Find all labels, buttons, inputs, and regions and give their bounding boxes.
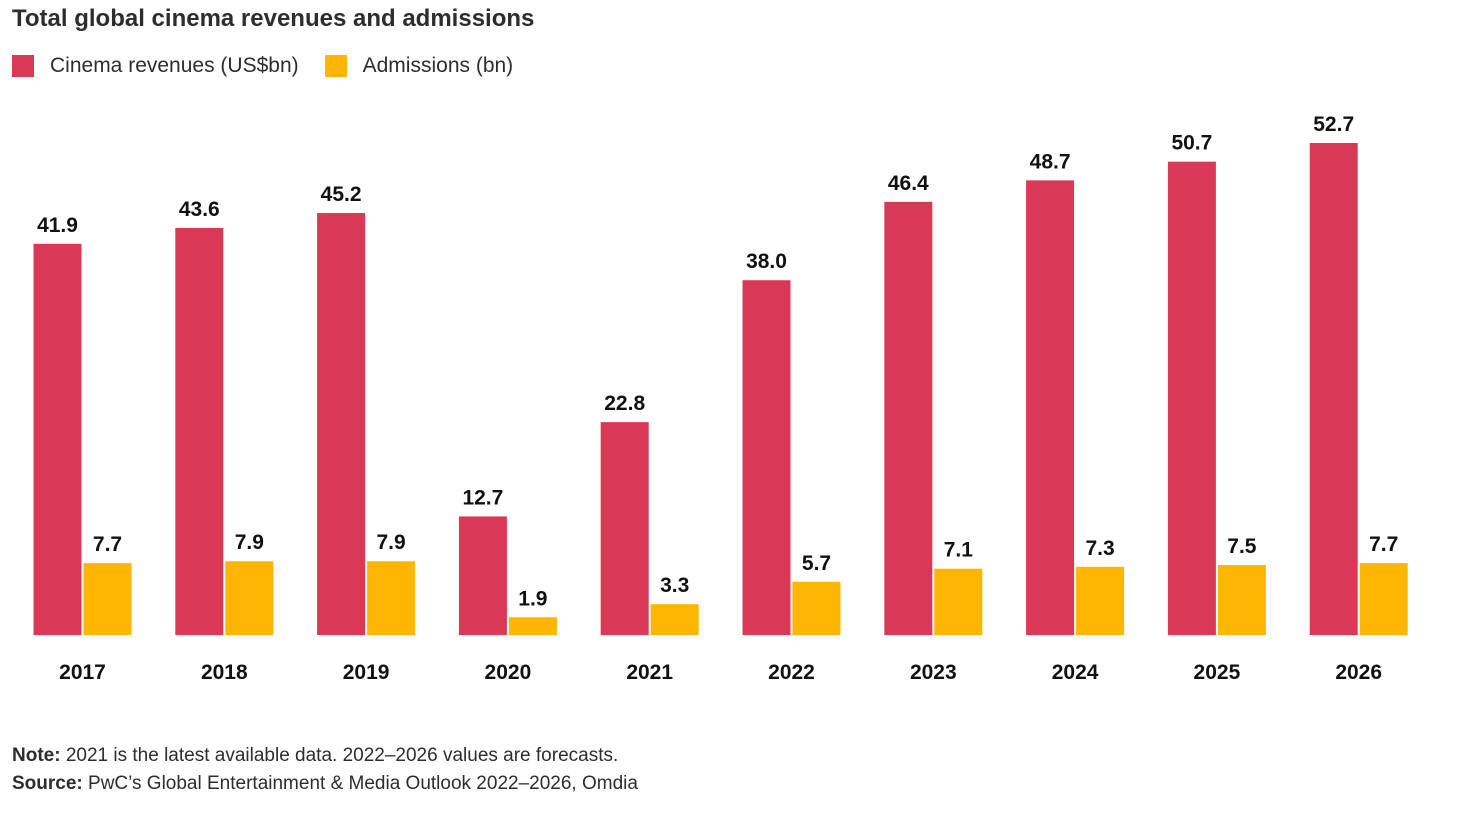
legend-label-admissions: Admissions (bn) [362, 54, 514, 77]
revenue-bar-2019 [317, 213, 366, 635]
revenue-bar-2023 [884, 201, 933, 636]
x-tick-label-2020: 2020 [485, 661, 532, 684]
revenue-label-2020: 12.7 [462, 486, 503, 509]
revenue-bar-2018 [175, 227, 224, 635]
source-label: Source: [12, 773, 83, 794]
admissions-label-2023: 7.1 [944, 539, 974, 562]
admissions-bar-2024 [1076, 566, 1125, 635]
note-label: Note: [12, 745, 61, 766]
legend-label-revenues: Cinema revenues (US$bn) [50, 54, 299, 77]
revenue-bar-2017 [33, 243, 82, 635]
admissions-bar-2017 [83, 563, 132, 635]
source-text: PwC’s Global Entertainment & Media Outlo… [82, 773, 638, 794]
admissions-label-2025: 7.5 [1227, 535, 1257, 558]
admissions-label-2024: 7.3 [1085, 537, 1114, 560]
revenue-bar-2021 [600, 422, 649, 635]
revenue-label-2018: 43.6 [179, 198, 220, 221]
admissions-label-2019: 7.9 [376, 531, 405, 554]
revenue-label-2024: 48.7 [1030, 150, 1071, 173]
x-tick-label-2018: 2018 [201, 661, 248, 684]
admissions-bar-2023 [934, 568, 983, 635]
revenue-label-2017: 41.9 [37, 214, 78, 237]
x-tick-label-2024: 2024 [1052, 661, 1099, 684]
admissions-bar-2021 [650, 604, 699, 635]
revenue-bar-2020 [458, 516, 507, 635]
revenue-bar-2024 [1026, 180, 1075, 636]
x-tick-label-2021: 2021 [626, 661, 673, 684]
x-tick-label-2017: 2017 [59, 661, 106, 684]
legend-item-revenues: Cinema revenues (US$bn) [12, 54, 299, 78]
x-tick-label-2022: 2022 [768, 661, 815, 684]
legend-swatch-admissions [324, 55, 347, 77]
revenue-bar-2025 [1167, 161, 1216, 635]
x-tick-label-2025: 2025 [1194, 661, 1241, 684]
x-tick-label-2019: 2019 [343, 661, 390, 684]
note-line: Note: 2021 is the latest available data.… [12, 742, 638, 770]
legend-swatch-revenues [12, 55, 34, 77]
footnotes: Note: 2021 is the latest available data.… [12, 742, 638, 798]
legend-item-admissions: Admissions (bn) [324, 54, 514, 78]
admissions-label-2017: 7.7 [93, 533, 122, 556]
legend: Cinema revenues (US$bn) Admissions (bn) [12, 54, 539, 78]
revenue-label-2021: 22.8 [604, 392, 645, 415]
revenue-bar-2026 [1309, 143, 1358, 635]
admissions-bar-2020 [508, 617, 557, 635]
chart-title: Total global cinema revenues and admissi… [12, 5, 535, 32]
admissions-bar-2019 [367, 561, 416, 635]
admissions-label-2022: 5.7 [802, 552, 831, 575]
revenue-label-2022: 38.0 [746, 250, 787, 273]
admissions-bar-2026 [1359, 563, 1408, 635]
note-text: 2021 is the latest available data. 2022–… [60, 745, 619, 766]
revenue-label-2026: 52.7 [1313, 113, 1354, 136]
x-tick-label-2026: 2026 [1335, 661, 1382, 684]
admissions-label-2018: 7.9 [235, 531, 264, 554]
admissions-label-2021: 3.3 [660, 574, 689, 597]
admissions-label-2020: 1.9 [518, 587, 547, 610]
bar-chart: 41.9 7.7 2017 43.6 7.9 2018 45.2 7.9 2019 12.7 1.9… [33, 113, 1408, 684]
source-line: Source: PwC’s Global Entertainment & Med… [12, 770, 638, 798]
admissions-bar-2025 [1217, 564, 1266, 635]
revenue-bar-2022 [742, 280, 791, 635]
admissions-bar-2018 [225, 561, 274, 635]
revenue-label-2025: 50.7 [1171, 132, 1212, 155]
admissions-label-2026: 7.7 [1369, 533, 1398, 556]
revenue-label-2019: 45.2 [321, 183, 362, 206]
revenue-label-2023: 46.4 [888, 172, 929, 195]
admissions-bar-2022 [792, 581, 841, 635]
x-tick-label-2023: 2023 [910, 661, 957, 684]
